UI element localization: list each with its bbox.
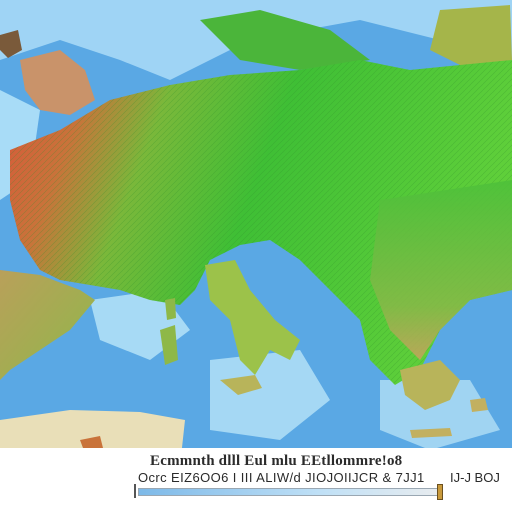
legend-slider-handle[interactable] bbox=[437, 484, 443, 500]
ireland bbox=[0, 30, 22, 58]
sicily bbox=[220, 375, 262, 395]
ionian-shallows bbox=[210, 350, 330, 440]
map-caption: Ecmmnth dlll Eul mlu EEtllommre!o8 bbox=[150, 453, 403, 469]
caption-band bbox=[0, 448, 512, 470]
aegean-islands bbox=[470, 398, 488, 412]
eastern-plains bbox=[370, 180, 512, 360]
north-atlantic-shallows bbox=[0, 0, 512, 80]
legend-label: Ocrc EIZ6OO6 I III ALIW/d JIOJOIIJCR & 7… bbox=[138, 470, 425, 485]
greece bbox=[400, 360, 460, 410]
italy bbox=[205, 260, 300, 375]
corsica bbox=[165, 298, 176, 320]
scandinavia bbox=[200, 10, 370, 70]
britain bbox=[20, 50, 95, 115]
map-legend: Ocrc EIZ6OO6 I III ALIW/d JIOJOIIJCR & 7… bbox=[130, 470, 500, 500]
map-canvas[interactable] bbox=[0, 0, 512, 466]
legend-left-tick bbox=[134, 484, 136, 498]
sardinia bbox=[160, 325, 178, 365]
crete bbox=[410, 428, 452, 438]
iberia bbox=[0, 270, 95, 380]
finland bbox=[430, 5, 512, 70]
legend-value: IJ-J BOJ bbox=[450, 470, 500, 485]
legend-scale-bar bbox=[138, 488, 440, 496]
